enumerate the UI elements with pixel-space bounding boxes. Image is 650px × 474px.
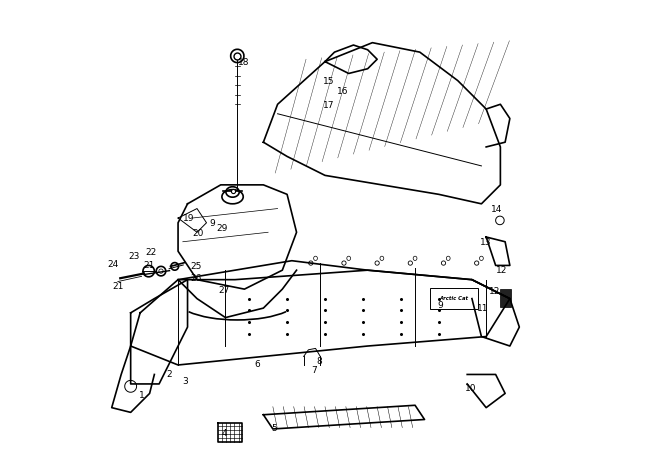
Text: 9: 9 [210, 219, 216, 228]
Text: 19: 19 [183, 215, 195, 223]
FancyBboxPatch shape [500, 289, 511, 307]
Text: 3: 3 [182, 377, 188, 386]
Text: 29: 29 [216, 224, 228, 233]
Text: 5: 5 [271, 425, 277, 433]
Text: 22: 22 [146, 248, 157, 256]
Text: 12: 12 [496, 266, 508, 274]
Text: 6: 6 [255, 361, 261, 369]
Text: 15: 15 [323, 77, 335, 86]
Text: 21: 21 [112, 283, 124, 291]
Text: 21: 21 [143, 261, 154, 270]
Text: Arctic Cat: Arctic Cat [439, 296, 469, 301]
Text: 17: 17 [323, 101, 335, 109]
Text: 7: 7 [312, 366, 317, 375]
Text: 12: 12 [489, 287, 500, 296]
Text: 2: 2 [166, 370, 172, 379]
Text: 18: 18 [238, 58, 249, 67]
Text: 20: 20 [193, 229, 204, 237]
Text: 27: 27 [219, 286, 230, 294]
Text: 4: 4 [222, 429, 227, 438]
Text: 1: 1 [138, 392, 144, 400]
Text: 23: 23 [129, 253, 140, 261]
Text: 8: 8 [317, 357, 322, 365]
Text: 13: 13 [480, 238, 491, 247]
Text: 11: 11 [477, 304, 489, 312]
Text: 26: 26 [190, 274, 202, 283]
Text: 25: 25 [190, 262, 202, 271]
Text: 14: 14 [491, 205, 502, 214]
Text: 16: 16 [337, 87, 349, 95]
Text: 9: 9 [437, 301, 443, 310]
FancyBboxPatch shape [430, 288, 478, 309]
Text: 10: 10 [465, 384, 476, 393]
Text: 24: 24 [107, 260, 119, 268]
